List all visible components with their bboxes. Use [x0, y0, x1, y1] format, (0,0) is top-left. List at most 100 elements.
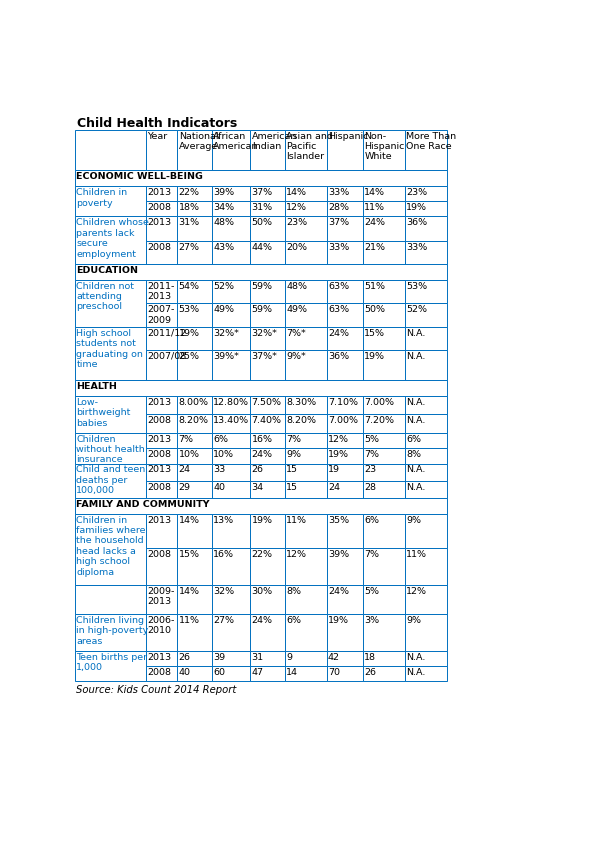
Bar	[285, 464, 326, 481]
Bar	[250, 396, 285, 414]
Text: 21%: 21%	[364, 243, 385, 252]
Bar	[404, 432, 447, 448]
Bar	[75, 380, 447, 396]
Bar	[326, 216, 363, 241]
Bar	[212, 414, 250, 432]
Text: 25%: 25%	[179, 351, 200, 361]
Text: 26: 26	[252, 465, 264, 475]
Bar	[404, 414, 447, 432]
Text: 8.00%: 8.00%	[179, 398, 209, 407]
Bar	[146, 186, 178, 202]
Bar	[178, 129, 212, 170]
Bar	[178, 216, 212, 241]
Text: N.A.: N.A.	[406, 483, 425, 492]
Text: 12%: 12%	[328, 435, 349, 443]
Text: 2013: 2013	[147, 435, 171, 443]
Text: 39%: 39%	[213, 188, 234, 197]
Text: N.A.: N.A.	[406, 668, 425, 677]
Text: 54%: 54%	[179, 282, 200, 291]
Bar	[212, 614, 250, 650]
Bar	[326, 514, 363, 548]
Text: 2008: 2008	[147, 243, 171, 252]
Bar	[326, 481, 363, 498]
Text: 2013: 2013	[147, 653, 171, 661]
Bar	[404, 481, 447, 498]
Text: 5%: 5%	[364, 435, 379, 443]
Text: 47: 47	[252, 668, 264, 677]
Bar	[75, 614, 146, 650]
Text: 2013: 2013	[147, 188, 171, 197]
Text: 7.40%: 7.40%	[252, 415, 282, 425]
Text: 50%: 50%	[364, 306, 385, 314]
Text: 14%: 14%	[179, 587, 200, 596]
Text: 24%: 24%	[252, 616, 272, 625]
Bar	[363, 448, 404, 464]
Bar	[146, 350, 178, 380]
Bar	[146, 650, 178, 666]
Text: N.A.: N.A.	[406, 465, 425, 475]
Bar	[178, 350, 212, 380]
Bar	[363, 481, 404, 498]
Text: 7.50%: 7.50%	[252, 398, 282, 407]
Text: 8.20%: 8.20%	[286, 415, 316, 425]
Bar	[285, 186, 326, 202]
Bar	[178, 327, 212, 350]
Bar	[250, 280, 285, 303]
Bar	[212, 202, 250, 216]
Bar	[326, 464, 363, 481]
Bar	[250, 650, 285, 666]
Text: 7%: 7%	[179, 435, 194, 443]
Bar	[285, 303, 326, 327]
Text: 14%: 14%	[286, 188, 307, 197]
Text: 63%: 63%	[328, 306, 349, 314]
Bar	[146, 481, 178, 498]
Text: 49%: 49%	[213, 306, 234, 314]
Text: 9%*: 9%*	[286, 351, 306, 361]
Text: 11%: 11%	[406, 551, 427, 559]
Bar	[285, 432, 326, 448]
Bar	[404, 448, 447, 464]
Text: 50%: 50%	[252, 219, 272, 227]
Bar	[178, 448, 212, 464]
Bar	[75, 650, 146, 682]
Text: 3%: 3%	[364, 616, 379, 625]
Bar	[75, 585, 146, 614]
Text: 7%*: 7%*	[286, 328, 306, 338]
Text: 33%: 33%	[328, 188, 349, 197]
Text: Children
without health
insurance: Children without health insurance	[76, 435, 145, 465]
Text: Non-
Hispanic
White: Non- Hispanic White	[364, 132, 404, 162]
Text: 22%: 22%	[179, 188, 200, 197]
Text: 35%: 35%	[328, 516, 349, 524]
Bar	[250, 614, 285, 650]
Bar	[326, 241, 363, 264]
Text: 12%: 12%	[406, 587, 427, 596]
Text: 8%: 8%	[406, 450, 421, 459]
Text: 19%: 19%	[364, 351, 385, 361]
Text: 59%: 59%	[252, 282, 272, 291]
Text: 14: 14	[286, 668, 298, 677]
Text: 7.00%: 7.00%	[328, 415, 358, 425]
Bar	[363, 585, 404, 614]
Text: 6%: 6%	[213, 435, 228, 443]
Text: 26: 26	[179, 653, 191, 661]
Bar	[250, 216, 285, 241]
Bar	[326, 650, 363, 666]
Bar	[250, 514, 285, 548]
Text: 34%: 34%	[213, 203, 234, 213]
Bar	[250, 548, 285, 585]
Text: 12%: 12%	[286, 203, 307, 213]
Text: 2008: 2008	[147, 415, 171, 425]
Text: 19: 19	[328, 465, 340, 475]
Text: 13.40%: 13.40%	[213, 415, 249, 425]
Bar	[212, 585, 250, 614]
Bar	[363, 614, 404, 650]
Bar	[326, 666, 363, 682]
Text: 13%: 13%	[213, 516, 234, 524]
Bar	[250, 666, 285, 682]
Bar	[250, 414, 285, 432]
Bar	[285, 548, 326, 585]
Text: Children living
in high-poverty
areas: Children living in high-poverty areas	[76, 616, 149, 646]
Bar	[212, 350, 250, 380]
Bar	[146, 448, 178, 464]
Text: 60: 60	[213, 668, 225, 677]
